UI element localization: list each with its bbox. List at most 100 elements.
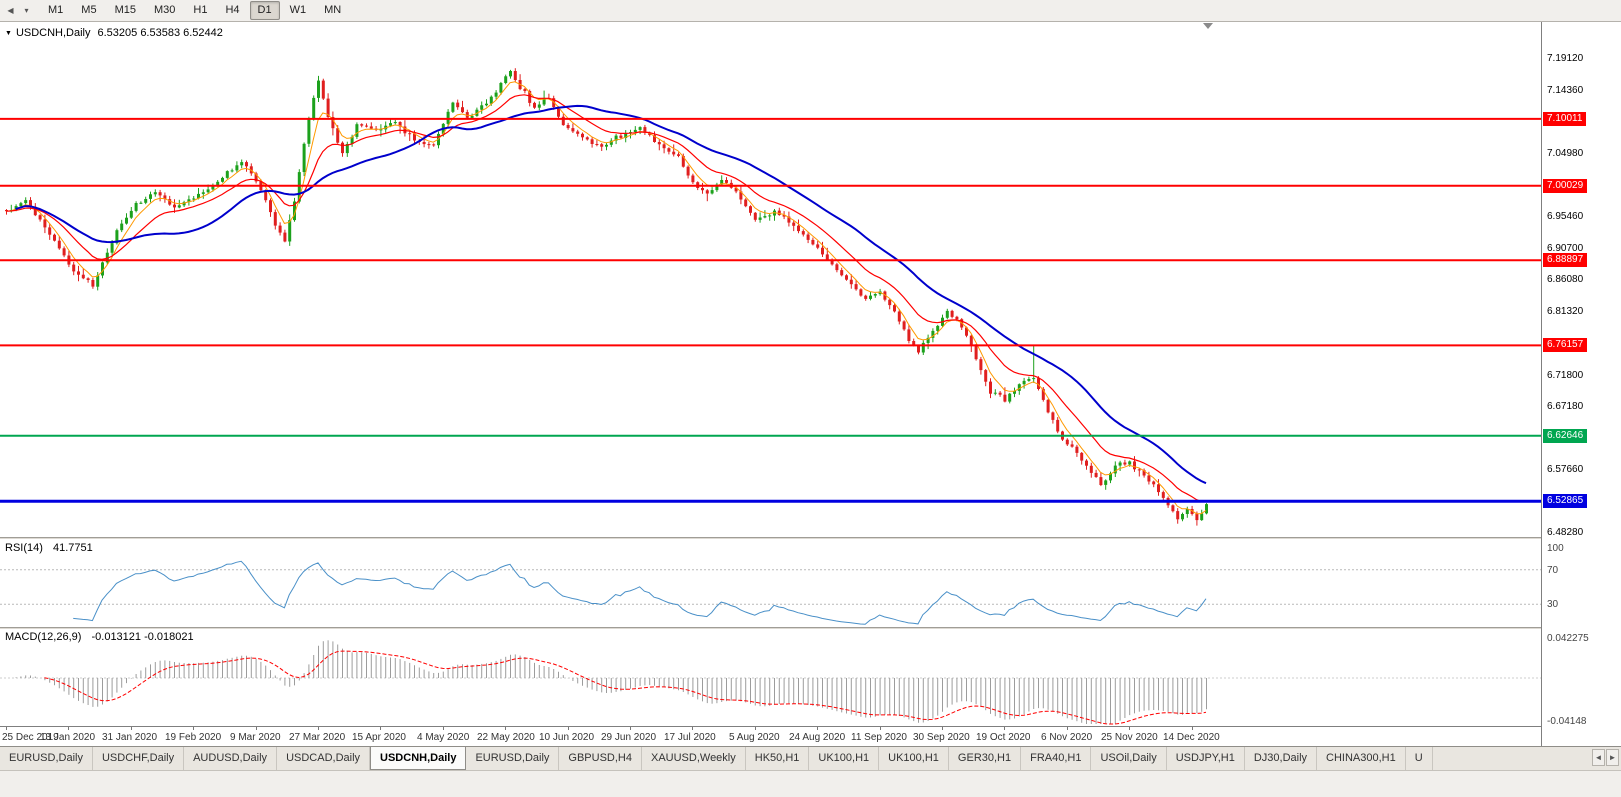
pane-divider-macd[interactable]: [0, 627, 1621, 630]
time-tick: [443, 727, 444, 730]
time-tick: [568, 727, 569, 730]
timeframe-button-w1[interactable]: W1: [289, 4, 307, 16]
chart-tab-ger30-h1[interactable]: GER30,H1: [949, 747, 1022, 770]
hline-price-label: 7.10011: [1543, 112, 1587, 126]
time-tick: [380, 727, 381, 730]
hline-price-label: 6.88897: [1543, 253, 1588, 267]
chart-tab-audusd-daily[interactable]: AUDUSD,Daily: [184, 747, 278, 770]
rsi-name: RSI(14): [5, 542, 43, 554]
hline-price-label: 6.76157: [1543, 338, 1588, 352]
chart-shift-marker[interactable]: [1203, 23, 1213, 29]
macd-label: MACD(12,26,9) -0.013121 -0.018021: [5, 631, 194, 643]
date-label: 17 Jul 2020: [664, 732, 716, 743]
chart-tab-xauusd-weekly[interactable]: XAUUSD,Weekly: [642, 747, 746, 770]
chart-prev-icon[interactable]: ◀: [7, 6, 14, 15]
price-tick: 6.57660: [1547, 464, 1584, 475]
chart-menu-icon[interactable]: ▾: [24, 6, 29, 15]
time-tick: [1067, 727, 1068, 730]
date-label: 25 Nov 2020: [1101, 732, 1158, 743]
price-tick: 7.14360: [1547, 85, 1584, 96]
price-tick: 6.86080: [1547, 274, 1584, 285]
time-tick: [1004, 727, 1005, 730]
status-bar: [0, 770, 1621, 797]
date-label: 31 Jan 2020: [102, 732, 158, 743]
symbol-name: USDCNH,Daily: [15, 27, 91, 39]
timeframe-button-m5[interactable]: M5: [81, 4, 97, 16]
time-tick: [505, 727, 506, 730]
date-label: 19 Oct 2020: [976, 732, 1031, 743]
timeframe-buttons: M1 M5 M15 M30 H1 H4 D1 W1 MN: [39, 1, 350, 20]
chart-tab-hk50-h1[interactable]: HK50,H1: [746, 747, 810, 770]
hline-price-label: 6.52865: [1543, 494, 1588, 508]
macd-axis-top: 0.042275: [1547, 633, 1589, 644]
chart-tab-usdchf-daily[interactable]: USDCHF,Daily: [93, 747, 185, 770]
price-tick: 6.81320: [1547, 306, 1584, 317]
time-tick: [193, 727, 194, 730]
date-label: 9 Mar 2020: [230, 732, 281, 743]
rsi-label: RSI(14) 41.7751: [5, 542, 93, 554]
price-tick: 7.19120: [1547, 53, 1584, 64]
timeframe-button-h4[interactable]: H4: [225, 4, 240, 16]
price-tick: 6.67180: [1547, 401, 1584, 412]
date-label: 10 Jun 2020: [539, 732, 595, 743]
timeframe-button-m1[interactable]: M1: [48, 4, 64, 16]
macd-values: -0.013121 -0.018021: [91, 631, 194, 643]
one-click-trading-icon[interactable]: ▼: [5, 30, 12, 37]
time-tick: [318, 727, 319, 730]
price-axis[interactable]: 7.19120 7.14360 7.04980 6.95460 6.90700 6.860…: [1541, 22, 1621, 746]
chart-tab-uk100-h1[interactable]: UK100,H1: [809, 747, 880, 770]
macd-name: MACD(12,26,9): [5, 631, 82, 643]
time-tick: [256, 727, 257, 730]
timeframe-button-d1[interactable]: D1: [249, 1, 280, 20]
timeframe-button-m15[interactable]: M15: [114, 4, 136, 16]
date-label: 13 Jan 2020: [40, 732, 96, 743]
price-tick: 6.90700: [1547, 243, 1584, 254]
rsi-axis-label: 30: [1547, 599, 1559, 610]
date-label: 29 Jun 2020: [601, 732, 657, 743]
timeframe-button-mn[interactable]: MN: [324, 4, 342, 16]
pane-divider-rsi[interactable]: [0, 537, 1621, 540]
date-label: 25 Dec 2019: [2, 732, 59, 743]
timeframe-toolbar: ◀ ▾ M1 M5 M15 M30 H1 H4 D1 W1 MN: [0, 0, 1621, 22]
date-label: 22 May 2020: [477, 732, 535, 743]
chart-tab-usdcnh-daily[interactable]: USDCNH,Daily: [370, 747, 467, 770]
timeframe-button-m30[interactable]: M30: [153, 4, 176, 16]
rsi-value: 41.7751: [52, 542, 93, 554]
rsi-axis-label: 100: [1547, 543, 1564, 554]
time-tick: [1129, 727, 1130, 730]
time-tick: [692, 727, 693, 730]
price-tick: 6.95460: [1547, 211, 1584, 222]
time-tick: [880, 727, 881, 730]
chart-tab-usdjpy-h1[interactable]: USDJPY,H1: [1167, 747, 1245, 770]
chart-tab-eurusd-daily[interactable]: EURUSD,Daily: [466, 747, 560, 770]
symbol-ohlc-label: ▼ USDCNH,Daily 6.53205 6.53583 6.52442: [5, 27, 223, 39]
time-tick: [6, 727, 7, 730]
price-tick: 7.04980: [1547, 148, 1584, 159]
chart-tab-eurusd-daily[interactable]: EURUSD,Daily: [0, 747, 93, 770]
rsi-axis-label: 70: [1547, 565, 1559, 576]
date-label: 4 May 2020: [417, 732, 470, 743]
price-chart[interactable]: [0, 22, 1541, 537]
date-label: 14 Dec 2020: [1163, 732, 1220, 743]
timeframe-button-h1[interactable]: H1: [193, 4, 208, 16]
date-label: 6 Nov 2020: [1041, 732, 1093, 743]
chart-tab-dj30-daily[interactable]: DJ30,Daily: [1245, 747, 1318, 770]
tab-scroll-left-icon[interactable]: ◄: [1592, 749, 1605, 766]
chart-tab-fra40-h1[interactable]: FRA40,H1: [1021, 747, 1092, 770]
date-label: 19 Feb 2020: [165, 732, 222, 743]
macd-chart[interactable]: [0, 630, 1541, 726]
tab-scroll-right-icon[interactable]: ►: [1606, 749, 1619, 766]
chart-tab-u[interactable]: U: [1406, 747, 1433, 770]
time-tick: [131, 727, 132, 730]
rsi-chart[interactable]: [0, 540, 1541, 627]
time-axis[interactable]: 25 Dec 2019 13 Jan 2020 31 Jan 2020 19 Feb …: [0, 726, 1541, 746]
chart-tab-usdcad-daily[interactable]: USDCAD,Daily: [277, 747, 371, 770]
time-tick: [68, 727, 69, 730]
time-tick: [942, 727, 943, 730]
time-tick: [630, 727, 631, 730]
chart-tab-china300-h1[interactable]: CHINA300,H1: [1317, 747, 1406, 770]
chart-tab-usoil-daily[interactable]: USOil,Daily: [1091, 747, 1167, 770]
chart-tab-gbpusd-h4[interactable]: GBPUSD,H4: [559, 747, 642, 770]
chart-tab-uk100-h1[interactable]: UK100,H1: [879, 747, 949, 770]
